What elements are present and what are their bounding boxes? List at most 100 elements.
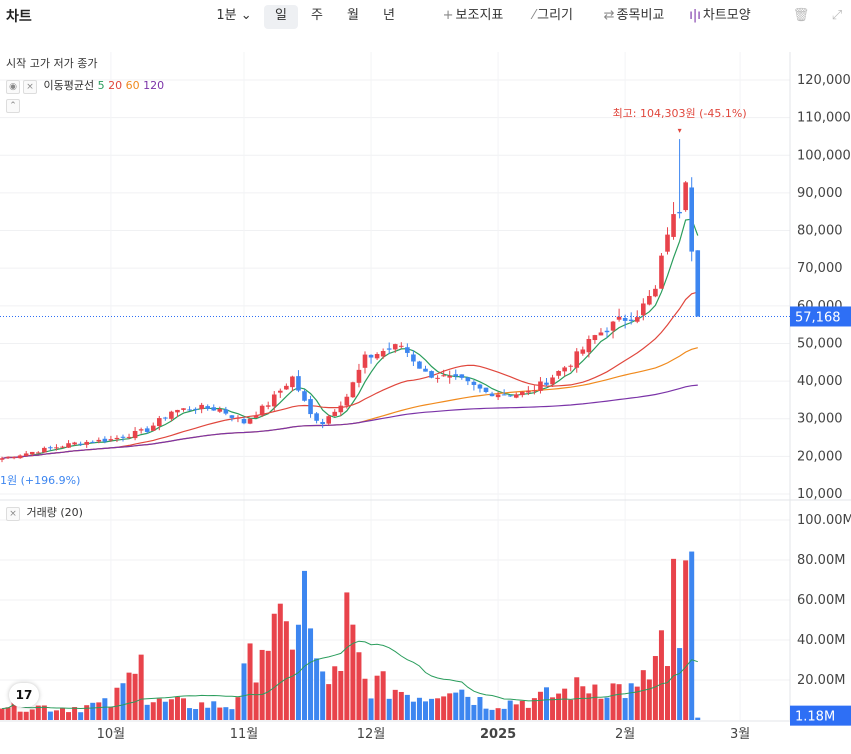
tab-day[interactable]: 일 bbox=[264, 5, 298, 29]
candle bbox=[144, 426, 150, 434]
tab-week[interactable]: 주 bbox=[311, 8, 323, 23]
last-price-badge bbox=[790, 306, 851, 327]
volume-bar bbox=[181, 698, 186, 720]
trash-icon[interactable]: 🗑 bbox=[792, 8, 810, 23]
volume-bar bbox=[622, 698, 628, 720]
candles bbox=[0, 139, 701, 463]
candle-body bbox=[374, 354, 380, 359]
volume-bar bbox=[695, 717, 701, 720]
chevron-down-icon: ⌄ bbox=[236, 8, 252, 23]
volume-bar bbox=[441, 696, 447, 720]
volume-bar bbox=[138, 654, 144, 720]
candle bbox=[671, 202, 676, 240]
candle-body bbox=[417, 361, 422, 369]
candle bbox=[0, 456, 5, 463]
candle-body bbox=[471, 381, 477, 385]
compare-button[interactable]: ⇄ 종목비교 bbox=[598, 5, 670, 29]
candle bbox=[399, 342, 404, 349]
expand-icon[interactable]: ⤢ bbox=[831, 8, 843, 23]
candle-body bbox=[550, 377, 555, 385]
candle-body bbox=[193, 408, 198, 410]
candle-body bbox=[42, 447, 47, 453]
price-tick-label: 10,000 bbox=[797, 487, 843, 502]
candle bbox=[54, 444, 59, 451]
volume-bar bbox=[199, 702, 205, 720]
volume-bar bbox=[332, 666, 338, 720]
candle bbox=[175, 409, 180, 417]
candle-body bbox=[368, 354, 374, 358]
collapse-legend[interactable]: ⌃ bbox=[6, 98, 23, 113]
candle bbox=[604, 327, 610, 338]
candle-body bbox=[653, 288, 658, 297]
candle bbox=[380, 348, 386, 359]
time-tick-label: 2월 bbox=[615, 727, 635, 742]
candle bbox=[199, 402, 204, 414]
time-tick-label: 10월 bbox=[97, 727, 126, 742]
candle-body bbox=[441, 375, 446, 377]
volume-bar bbox=[168, 699, 174, 720]
draw-button[interactable]: ⁄ 그리기 bbox=[524, 5, 582, 29]
price-tick-label: 100,000 bbox=[797, 148, 851, 163]
ma-legend: ◉ × 이동평균선 5 20 60 120 bbox=[6, 77, 164, 94]
volume-bar bbox=[429, 698, 435, 720]
chevron-up-icon[interactable]: ⌃ bbox=[6, 99, 20, 113]
candle-body bbox=[114, 437, 120, 440]
volume-bar bbox=[223, 707, 229, 720]
volume-bar bbox=[592, 684, 598, 720]
candle bbox=[568, 364, 573, 372]
candle-body bbox=[308, 399, 313, 415]
volume-bar bbox=[247, 643, 253, 720]
indicator-button[interactable]: + 보조지표 bbox=[436, 5, 510, 29]
volume-bar bbox=[683, 560, 689, 720]
volume-bar bbox=[72, 707, 78, 720]
candle-body bbox=[489, 393, 495, 397]
volume-bar bbox=[17, 711, 23, 720]
compare-icon: ⇄ bbox=[603, 8, 615, 23]
volume-bar bbox=[634, 686, 640, 720]
tab-year[interactable]: 년 bbox=[383, 8, 395, 23]
tab-month[interactable]: 월 bbox=[347, 8, 359, 23]
candle bbox=[211, 404, 217, 411]
chart-style-button[interactable]: ı|ı 차트모양 bbox=[684, 5, 756, 29]
candle bbox=[253, 411, 259, 418]
candle-body bbox=[616, 316, 622, 320]
volume-bar bbox=[586, 693, 592, 720]
candle bbox=[163, 416, 168, 421]
candle-body bbox=[659, 255, 664, 289]
volume-tick-label: 40.00M bbox=[797, 633, 845, 648]
volume-bar bbox=[84, 705, 90, 720]
candle bbox=[302, 389, 307, 402]
candle-body bbox=[332, 411, 338, 416]
tradingview-logo[interactable]: 17 bbox=[9, 683, 39, 707]
candle-body bbox=[84, 441, 89, 445]
volume-bar bbox=[568, 699, 574, 720]
candle-body bbox=[278, 390, 283, 393]
price-tick-label: 20,000 bbox=[797, 449, 843, 464]
candle-body bbox=[628, 319, 634, 321]
candle bbox=[386, 342, 392, 355]
volume-bar bbox=[60, 708, 65, 720]
candle bbox=[647, 290, 652, 306]
chart-area[interactable]: 120,000 110,000 100,000 90,000 80,000 70,000 6… bbox=[0, 32, 851, 754]
candle-body bbox=[247, 418, 253, 424]
candle-body bbox=[302, 391, 307, 401]
close-icon[interactable]: × bbox=[23, 80, 37, 94]
volume-tick-label: 100.00M bbox=[797, 513, 851, 528]
eye-icon[interactable]: ◉ bbox=[6, 80, 20, 94]
candle-body bbox=[695, 250, 701, 317]
candle bbox=[507, 394, 513, 397]
interval-dropdown[interactable]: 1분 ⌄ bbox=[214, 5, 254, 29]
ma20-label: 20 bbox=[108, 79, 123, 92]
candle bbox=[586, 335, 592, 358]
candle bbox=[501, 389, 507, 396]
candle bbox=[677, 139, 682, 219]
close-icon[interactable]: × bbox=[6, 507, 20, 521]
candle bbox=[36, 451, 41, 454]
candle-body bbox=[622, 317, 628, 321]
candle-body bbox=[356, 369, 362, 383]
volume-bar bbox=[677, 648, 683, 720]
volume-bar bbox=[423, 701, 428, 720]
candle bbox=[78, 441, 83, 446]
price-chart-svg[interactable]: 120,000 110,000 100,000 90,000 80,000 70,000 6… bbox=[0, 32, 851, 754]
candle-body bbox=[11, 457, 17, 459]
